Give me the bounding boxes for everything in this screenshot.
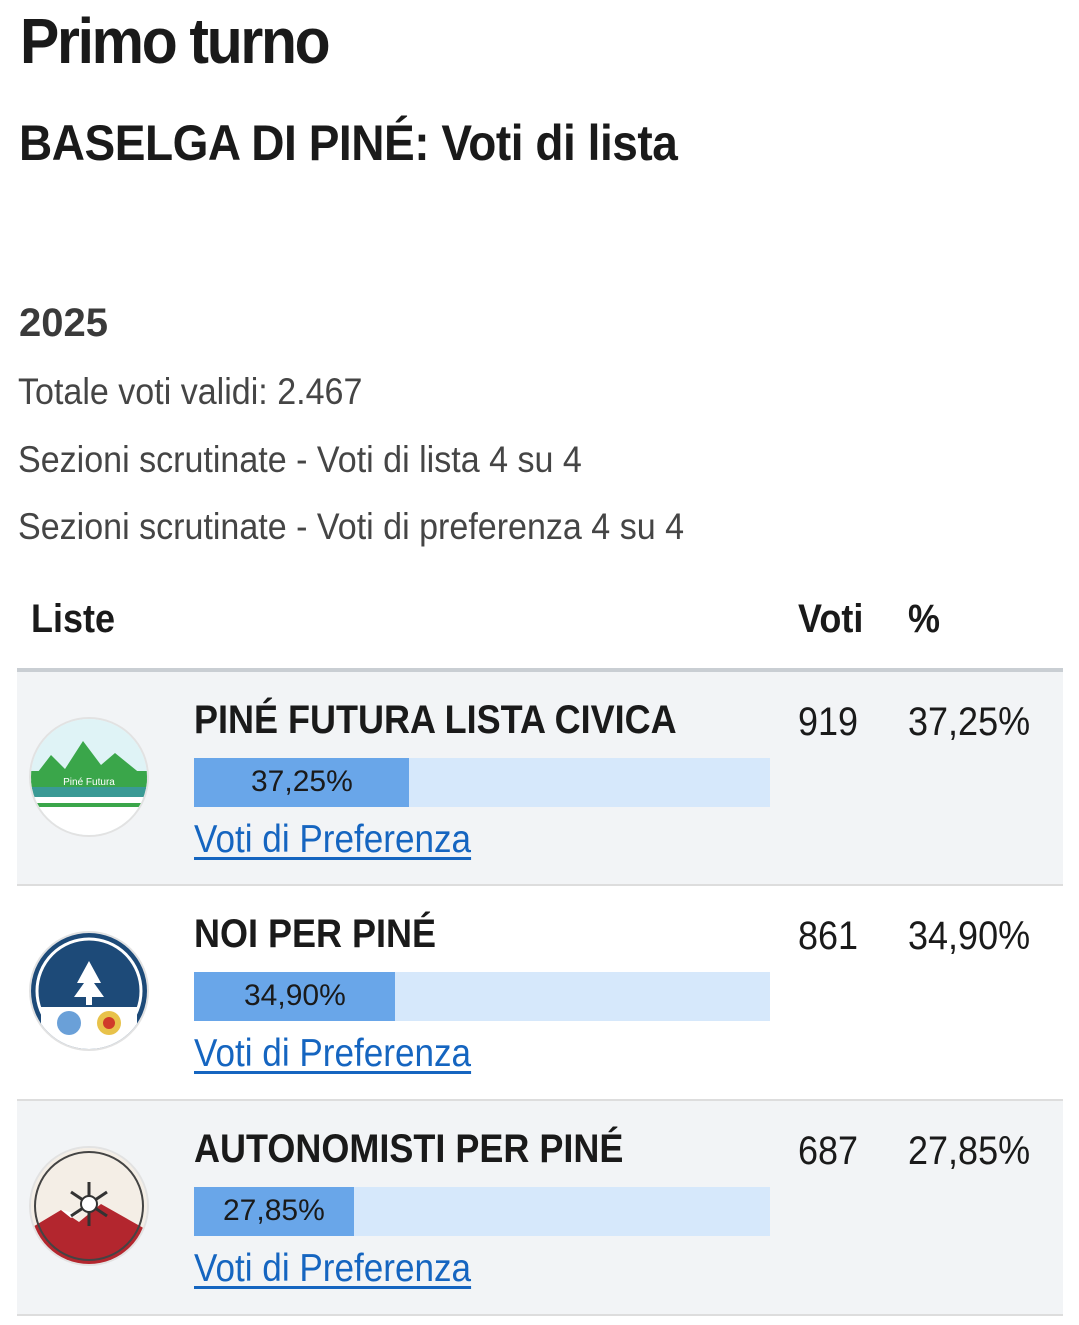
vote-share-bar: 37,25%	[194, 758, 770, 807]
page-subtitle: BASELGA DI PINÉ: Voti di lista	[19, 115, 678, 171]
vote-share-bar-fill	[194, 1187, 354, 1236]
header-lists: Liste	[31, 597, 116, 641]
list-name: AUTONOMISTI PER PINÉ	[194, 1127, 624, 1171]
vote-share-bar-label: 37,25%	[251, 765, 353, 798]
header-votes: Voti	[798, 597, 864, 641]
list-votes: 919	[798, 700, 859, 744]
autonomisti-per-pine-logo-icon	[31, 1148, 147, 1264]
svg-text:Piné Futura: Piné Futura	[63, 777, 115, 788]
preference-votes-link[interactable]: Voti di Preferenza	[194, 1247, 472, 1290]
sections-preference-votes: Sezioni scrutinate - Voti di preferenza …	[18, 506, 685, 547]
header-percent: %	[908, 597, 941, 641]
list-percent: 37,25%	[908, 700, 1031, 744]
list-votes: 687	[798, 1129, 859, 1173]
page-title: Primo turno	[20, 5, 331, 77]
preference-votes-link[interactable]: Voti di Preferenza	[194, 1032, 472, 1075]
table-row: AUTONOMISTI PER PINÉ 27,85% Voti di Pref…	[17, 1101, 1063, 1316]
vote-share-bar-fill	[194, 758, 409, 807]
vote-share-bar-fill	[194, 972, 395, 1021]
table-row: NOI PER PINÉ 34,90% Voti di Preferenza 8…	[17, 886, 1063, 1101]
preference-votes-link[interactable]: Voti di Preferenza	[194, 818, 472, 861]
list-percent: 34,90%	[908, 914, 1031, 958]
vote-share-bar: 34,90%	[194, 972, 770, 1021]
vote-share-bar-label: 34,90%	[244, 979, 346, 1012]
results-table-header: Liste Voti %	[17, 585, 1063, 672]
vote-share-bar: 27,85%	[194, 1187, 770, 1236]
total-valid-votes: Totale voti validi: 2.467	[18, 371, 363, 412]
table-row: Piné Futura PINÉ FUTURA LISTA CIVICA 37,…	[17, 672, 1063, 886]
noi-per-pine-logo-icon	[31, 933, 147, 1049]
list-name: PINÉ FUTURA LISTA CIVICA	[194, 698, 677, 742]
list-name: NOI PER PINÉ	[194, 912, 437, 956]
pine-futura-logo-icon: Piné Futura	[31, 719, 147, 835]
election-year: 2025	[19, 301, 108, 345]
sections-list-votes: Sezioni scrutinate - Voti di lista 4 su …	[18, 439, 582, 480]
list-votes: 861	[798, 914, 859, 958]
list-percent: 27,85%	[908, 1129, 1031, 1173]
vote-share-bar-label: 27,85%	[223, 1194, 325, 1227]
